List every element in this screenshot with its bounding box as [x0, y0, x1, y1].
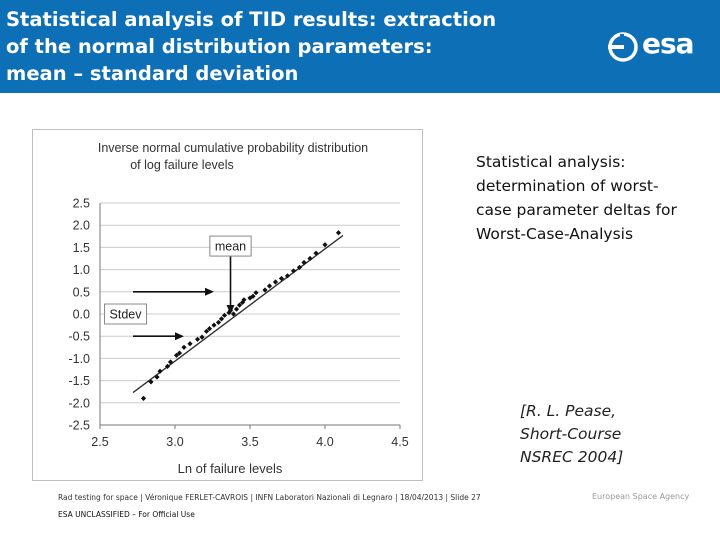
annotation-box: mean — [209, 235, 252, 257]
annotation-box: Stdev — [104, 303, 147, 325]
esa-logo: esa — [606, 27, 706, 64]
side-text-line-4: Worst-Case-Analysis — [476, 225, 634, 243]
y-tick-label: -2.5 — [68, 419, 90, 433]
data-point — [140, 395, 147, 401]
arrow-head — [226, 305, 235, 314]
y-tick-label: -2.0 — [68, 396, 90, 410]
data-point — [307, 255, 313, 262]
x-tick-labels: 2.5 3.0 3.5 4.0 4.5 — [91, 435, 408, 449]
data-point — [181, 344, 187, 350]
x-tick-label: 3.0 — [166, 435, 183, 449]
annotation-label: mean — [215, 240, 246, 254]
data-point — [253, 290, 259, 296]
reference-line-2: Short-Course — [520, 425, 622, 443]
annotation-arrows — [133, 256, 235, 341]
data-point — [266, 283, 273, 289]
probability-chart: Inverse normal cumulative probability di… — [32, 129, 423, 481]
classification-label: ESA UNCLASSIFIED – For Official Use — [58, 510, 195, 519]
data-point — [290, 268, 297, 274]
reference-citation: [R. L. Pease, Short-Course NSREC 2004] — [520, 400, 710, 469]
data-point — [154, 374, 160, 380]
y-tick-label: -1.0 — [68, 352, 90, 366]
annotation-labels: mean Stdev — [104, 235, 252, 325]
data-point — [262, 287, 268, 293]
side-text-line-2: determination of worst- — [476, 177, 659, 195]
x-tick-label: 2.5 — [91, 435, 108, 449]
y-tick-labels: 2.5 2.0 1.5 1.0 0.5 0.0 -0.5 -1.0 -1.5 -2.0 -2.5 — [68, 197, 90, 433]
side-text-line-3: case parameter deltas for — [476, 201, 677, 219]
x-tick-label: 4.0 — [316, 435, 333, 449]
annotation-label: Stdev — [110, 308, 143, 322]
y-tick-label: 0.0 — [73, 308, 90, 322]
data-point — [250, 293, 256, 299]
x-tick-label: 3.5 — [241, 435, 258, 449]
data-point — [278, 275, 285, 282]
footer-text: Rad testing for space | Véronique FERLET… — [58, 493, 481, 502]
x-tick-label: 4.5 — [391, 435, 408, 449]
title-line-2: of the normal distribution parameters: — [6, 35, 433, 58]
data-point — [296, 264, 303, 270]
data-point — [241, 297, 247, 303]
data-point — [157, 368, 163, 374]
y-tick-label: 0.5 — [73, 285, 90, 299]
data-point — [194, 336, 201, 342]
agency-name: European Space Agency — [592, 492, 690, 501]
data-point — [335, 230, 342, 236]
y-tick-label: 2.0 — [73, 219, 90, 233]
chart-container: Inverse normal cumulative probability di… — [32, 129, 423, 481]
x-axis-label: Ln of failure levels — [178, 461, 283, 476]
data-point — [322, 242, 328, 248]
chart-title-line-1: Inverse normal cumulative probability di… — [98, 141, 368, 155]
title-line-1: Statistical analysis of TID results: ext… — [6, 8, 497, 31]
y-tick-label: 2.5 — [73, 197, 90, 211]
annotation-frame — [104, 303, 147, 325]
y-tick-label: -0.5 — [68, 330, 90, 344]
data-point — [187, 341, 193, 347]
data-point — [272, 279, 279, 285]
side-text-line-1: Statistical analysis: — [476, 153, 626, 171]
data-point — [148, 379, 154, 385]
annotation-frame — [209, 235, 252, 257]
data-point — [236, 302, 243, 308]
data-point — [199, 334, 205, 340]
slide-title: Statistical analysis of TID results: ext… — [6, 6, 496, 87]
side-description: Statistical analysis: determination of w… — [476, 150, 716, 246]
y-tick-label: 1.5 — [73, 241, 90, 255]
data-point — [230, 311, 237, 317]
data-point — [173, 352, 180, 358]
esa-logo-icon — [608, 32, 638, 62]
data-points — [140, 230, 342, 401]
y-tick-label: -1.5 — [68, 374, 90, 388]
title-line-3: mean – standard deviation — [6, 62, 299, 85]
reference-line-3: NSREC 2004] — [520, 448, 624, 466]
axes — [99, 203, 401, 429]
arrow-head — [175, 332, 184, 341]
data-point — [313, 250, 319, 256]
chart-title-line-2: of log failure levels — [130, 158, 234, 172]
arrow-head — [205, 287, 214, 296]
y-tick-label: 1.0 — [73, 263, 90, 277]
reference-line-1: [R. L. Pease, — [520, 402, 617, 420]
header-bar: Statistical analysis of TID results: ext… — [0, 0, 720, 93]
esa-logo-text: esa — [642, 27, 695, 60]
chart-frame — [32, 129, 423, 481]
